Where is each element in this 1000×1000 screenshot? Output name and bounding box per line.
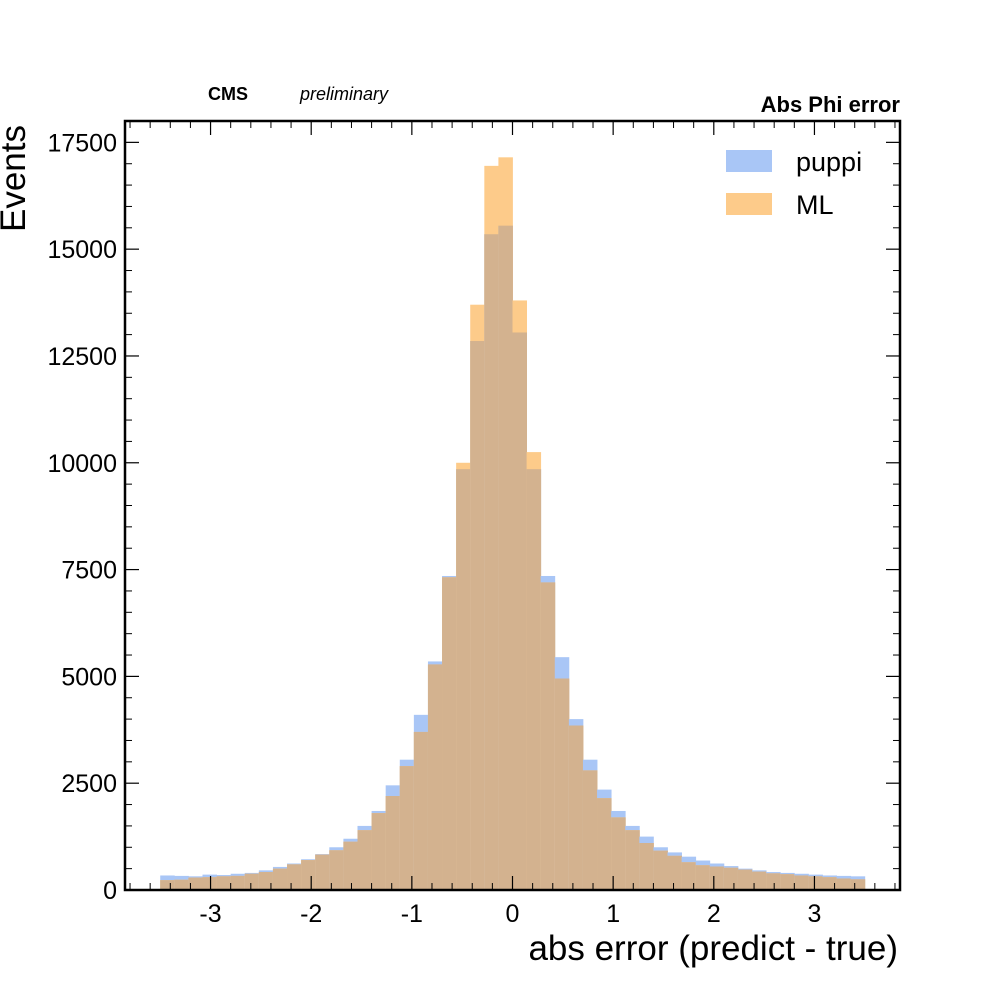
bar-overlap <box>498 225 513 891</box>
legend-label: puppi <box>796 147 862 177</box>
bar-overlap <box>258 872 274 890</box>
bar-overlap <box>427 664 443 890</box>
bar-overlap <box>582 770 598 890</box>
x-tick-label: -3 <box>199 900 221 928</box>
y-tick-label: 15000 <box>47 236 117 264</box>
legend-swatch <box>726 193 772 215</box>
bar-overlap <box>709 866 725 890</box>
bar-overlap <box>794 875 809 890</box>
bar-overlap <box>343 841 358 890</box>
plot-frame <box>123 119 902 892</box>
bar-overlap <box>737 869 753 890</box>
bar-overlap <box>597 798 612 890</box>
bar-overlap <box>160 880 175 890</box>
x-tick-label: 0 <box>506 900 520 928</box>
bar-overlap <box>399 766 415 890</box>
bar-overlap <box>526 469 542 890</box>
bar-overlap <box>272 868 288 890</box>
bar-overlap <box>723 867 739 890</box>
y-tick-label: 2500 <box>61 770 117 798</box>
bar-overlap <box>822 877 837 890</box>
bar-overlap <box>413 731 429 890</box>
bar-overlap <box>568 725 584 890</box>
y-tick-label: 5000 <box>61 663 117 691</box>
y-tick-label: 7500 <box>61 557 117 585</box>
y-axis-label: Events <box>0 125 33 232</box>
bar-overlap <box>752 871 767 890</box>
bar-overlap <box>456 469 471 890</box>
status-label: preliminary <box>299 84 389 104</box>
bar-overlap <box>315 854 330 890</box>
bar-overlap <box>808 876 823 890</box>
bar-overlap <box>554 678 570 890</box>
bar-overlap <box>625 830 640 890</box>
axis-ticks: -3 -2 -1 0 1 2 3 0 2500 5000 7500 10000 12500 15000 17… <box>47 120 900 928</box>
bar-overlap <box>216 876 232 890</box>
bar-overlap <box>836 878 852 890</box>
legend-label: ML <box>796 190 834 220</box>
experiment-label: CMS <box>208 84 248 104</box>
bar-overlap <box>202 877 217 890</box>
bar-overlap <box>174 879 189 890</box>
bar-overlap <box>484 234 499 891</box>
bar-overlap <box>639 843 654 890</box>
x-tick-label: -1 <box>401 900 423 928</box>
x-tick-label: 2 <box>707 900 721 928</box>
bar-overlap <box>188 877 203 890</box>
x-tick-label: 1 <box>606 900 620 928</box>
bar-overlap <box>695 865 711 890</box>
bar-overlap <box>385 796 401 890</box>
bar-overlap <box>442 577 457 890</box>
bar-overlap <box>244 873 260 890</box>
bar-overlap <box>329 850 344 890</box>
y-tick-label: 10000 <box>47 450 117 478</box>
bar-overlap <box>681 862 697 890</box>
bar-overlap <box>611 817 626 890</box>
bar-overlap <box>301 860 316 890</box>
bar-overlap <box>540 582 556 890</box>
chart-title: Abs Phi error <box>761 92 901 117</box>
bar-overlap <box>766 873 781 890</box>
bar-overlap <box>512 332 527 891</box>
bar-overlap <box>230 875 246 890</box>
bar-overlap <box>850 879 866 890</box>
bar-overlap <box>287 864 302 890</box>
bar-overlap <box>780 874 795 890</box>
legend-swatch <box>726 150 772 172</box>
x-axis-label: abs error (predict - true) <box>528 929 898 968</box>
bar-overlap <box>470 341 485 891</box>
y-tick-label: 0 <box>103 877 117 905</box>
bar-overlap <box>357 830 372 890</box>
bar-overlap <box>371 813 387 890</box>
y-tick-label: 12500 <box>47 343 117 371</box>
x-tick-label: 3 <box>807 900 821 928</box>
x-tick-label: -2 <box>300 900 322 928</box>
legend: puppi ML <box>726 147 862 220</box>
bar-overlap <box>667 855 682 890</box>
y-tick-label: 17500 <box>47 129 117 157</box>
histogram-bars <box>160 157 866 891</box>
bar-overlap <box>653 850 668 890</box>
